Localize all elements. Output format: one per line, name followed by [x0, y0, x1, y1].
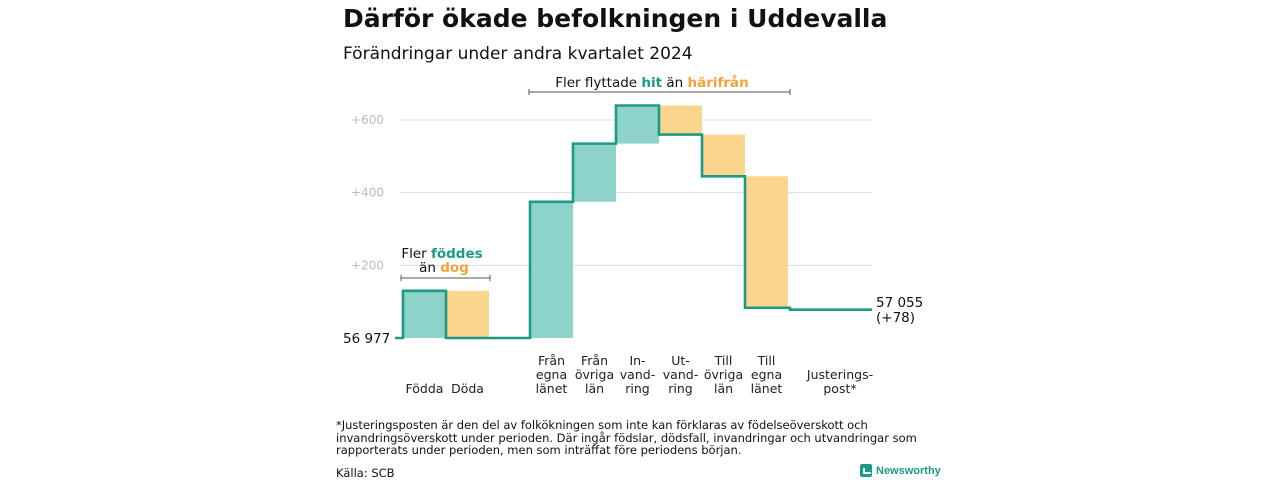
bar — [403, 290, 446, 338]
category-label: län — [585, 381, 604, 396]
end-value-label: 57 055 — [876, 295, 923, 311]
annotation-text: Fler flyttade hit än härifrån — [555, 74, 749, 91]
category-label: län — [714, 381, 733, 396]
annotation-part: dog — [440, 260, 469, 276]
source-label: Källa: SCB — [336, 466, 395, 480]
bar — [745, 176, 788, 308]
y-tick-label: +200 — [351, 258, 384, 272]
category-label: In- — [629, 353, 645, 368]
brand-name: Newsworthy — [876, 464, 941, 477]
bar — [702, 134, 745, 177]
category-label: egna — [536, 367, 567, 382]
category-label: vand- — [620, 367, 655, 382]
category-label: Födda — [406, 381, 444, 396]
annotation-text: än dog — [419, 260, 469, 276]
annotation-part: härifrån — [688, 74, 749, 91]
category-label: ring — [668, 381, 692, 396]
category-label: vand- — [663, 367, 698, 382]
annotation-part: Fler — [401, 246, 431, 262]
annotation-part: föddes — [431, 246, 483, 262]
annotation-text: Fler föddes — [401, 246, 482, 262]
annotation-part: än — [419, 260, 440, 276]
category-label: egna — [751, 367, 782, 382]
annotation-part: Fler flyttade — [555, 75, 641, 91]
category-label: Justerings- — [806, 367, 873, 382]
start-value-label: 56 977 — [343, 331, 390, 347]
category-label: Från — [538, 353, 565, 368]
waterfall-step-line — [395, 104, 872, 340]
category-label: övriga — [575, 367, 614, 382]
category-label: ring — [625, 381, 649, 396]
category-label: Från — [581, 353, 608, 368]
y-tick-label: +400 — [351, 186, 384, 200]
bar — [573, 143, 616, 202]
chart-subtitle: Förändringar under andra kvartalet 2024 — [343, 44, 693, 64]
category-label: länet — [751, 381, 783, 396]
newsworthy-logo-icon — [860, 464, 872, 477]
category-label: Till — [714, 353, 733, 368]
footnote: *Justeringsposten är den del av folkökni… — [336, 418, 917, 457]
category-label: länet — [536, 381, 568, 396]
category-label: Ut- — [671, 353, 690, 368]
chart-title: Därför ökade befolkningen i Uddevalla — [343, 4, 888, 33]
brand[interactable]: Newsworthy — [860, 464, 941, 477]
end-change-label: (+78) — [876, 310, 915, 326]
annotation-part: hit — [641, 75, 662, 91]
bar — [659, 105, 702, 135]
category-label: post* — [823, 381, 856, 396]
bar — [530, 201, 573, 338]
bar — [446, 290, 489, 338]
category-label: Döda — [451, 381, 484, 396]
bar — [616, 105, 659, 144]
y-tick-label: +600 — [351, 113, 384, 127]
category-label: Till — [757, 353, 776, 368]
annotation-part: än — [662, 75, 687, 91]
category-label: övriga — [704, 367, 743, 382]
